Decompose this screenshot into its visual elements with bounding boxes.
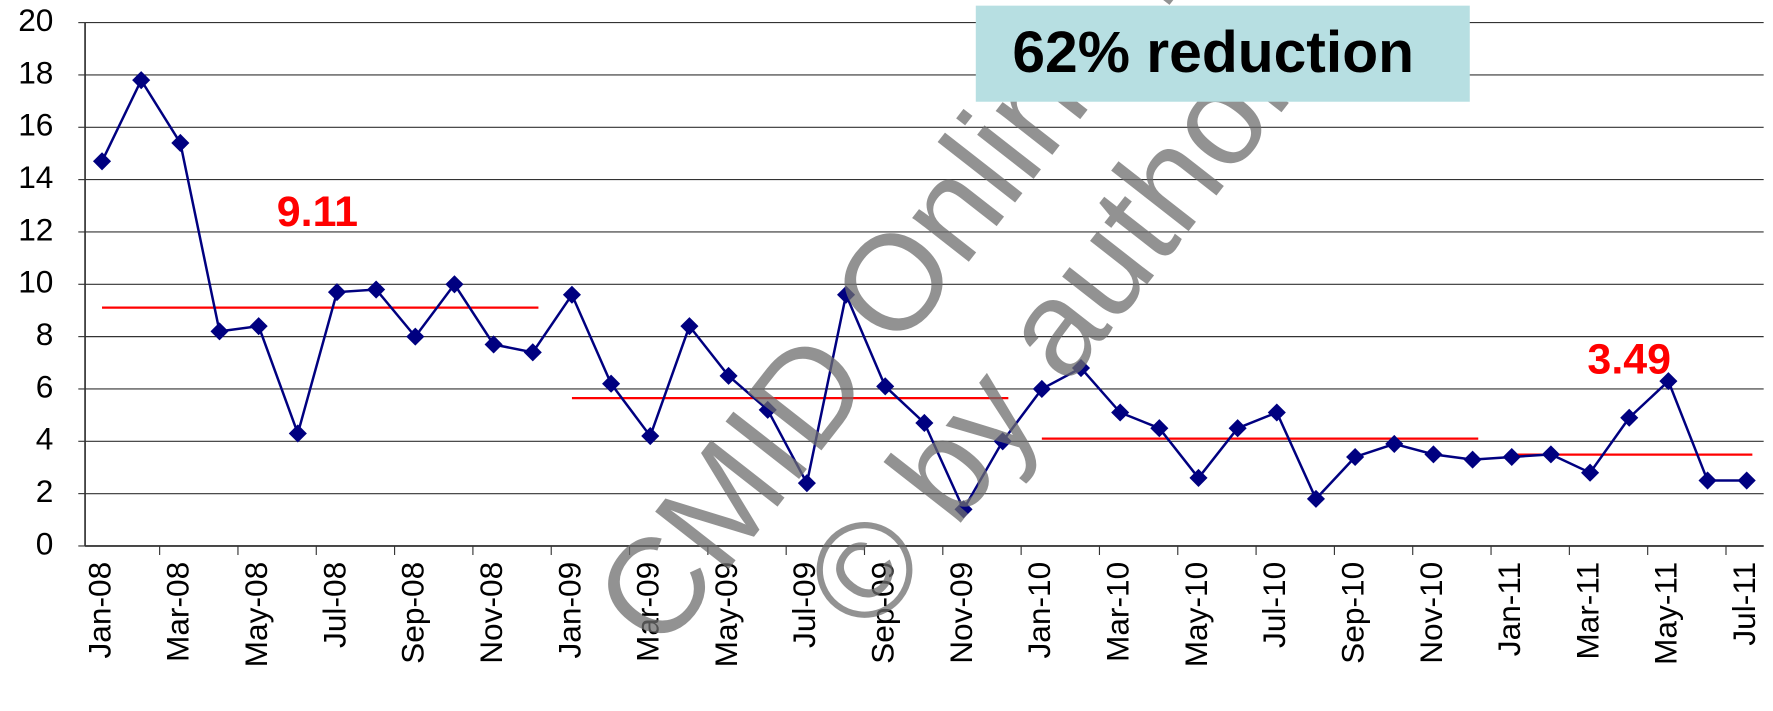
- annotation-box: [975, 5, 1470, 102]
- x-tick-label: Jul-08: [316, 562, 352, 648]
- x-tick-label: Mar-09: [630, 562, 666, 662]
- y-tick-label: 18: [18, 54, 53, 90]
- x-tick-label: Jul-10: [1256, 562, 1292, 648]
- x-tick-label: May-11: [1648, 562, 1684, 665]
- mean-label: 9.11: [277, 188, 358, 236]
- data-point: [249, 317, 268, 336]
- y-tick-label: 14: [18, 159, 53, 195]
- x-tick-label: Jan-10: [1021, 562, 1057, 659]
- y-tick-label: 20: [18, 2, 53, 38]
- data-point: [915, 413, 934, 433]
- x-tick-label: May-10: [1178, 562, 1214, 668]
- data-point: [797, 474, 816, 493]
- data-point: [1111, 403, 1130, 422]
- data-point: [1189, 468, 1208, 487]
- x-tick-label: Jan-08: [81, 562, 117, 659]
- x-tick-label: Nov-10: [1413, 562, 1449, 664]
- data-point: [562, 285, 581, 304]
- data-point: [1502, 447, 1521, 467]
- data-point: [288, 424, 307, 443]
- y-tick-label: 16: [18, 107, 53, 143]
- data-point: [1463, 450, 1482, 469]
- y-tick-label: 0: [36, 525, 54, 561]
- data-point: [1071, 358, 1091, 378]
- x-tick-label: Sep-10: [1334, 562, 1370, 664]
- data-point: [210, 322, 229, 341]
- y-tick-label: 12: [18, 211, 53, 247]
- y-tick-label: 2: [36, 473, 54, 509]
- x-tick-label: Mar-10: [1100, 562, 1136, 662]
- y-tick-label: 8: [36, 316, 54, 352]
- data-point: [484, 335, 503, 354]
- data-point: [327, 283, 347, 302]
- data-point: [406, 327, 425, 346]
- x-tick-label: Jan-11: [1491, 562, 1527, 656]
- data-point: [1228, 419, 1247, 438]
- x-tick-label: Jul-09: [786, 562, 822, 648]
- y-tick-label: 6: [36, 368, 54, 404]
- data-point: [876, 377, 895, 396]
- data-point: [445, 275, 464, 294]
- y-tick-label: 4: [36, 421, 54, 457]
- data-point: [954, 500, 973, 519]
- data-point: [680, 317, 699, 336]
- data-point: [1385, 434, 1404, 453]
- x-tick-label: Nov-08: [473, 562, 509, 664]
- data-point: [993, 432, 1012, 451]
- data-point: [1032, 379, 1051, 399]
- data-point: [132, 71, 151, 90]
- data-point: [1581, 463, 1600, 482]
- mean-label: 3.49: [1587, 335, 1671, 383]
- annotation: 62% reduction: [1012, 20, 1414, 85]
- x-tick-label: Jan-09: [551, 562, 587, 659]
- data-point: [171, 133, 190, 153]
- x-tick-label: May-09: [708, 562, 744, 668]
- data-point: [92, 152, 112, 171]
- data-point: [1424, 445, 1443, 464]
- y-tick-label: 10: [18, 264, 53, 300]
- data-point: [719, 366, 738, 385]
- data-point: [602, 374, 621, 393]
- x-tick-label: Jul-11: [1726, 562, 1762, 646]
- data-point: [523, 343, 542, 362]
- data-point: [1267, 403, 1286, 422]
- data-point: [1541, 445, 1560, 464]
- x-tick-label: Mar-11: [1569, 562, 1605, 660]
- x-tick-label: May-08: [238, 562, 274, 668]
- data-point: [1698, 471, 1717, 490]
- x-tick-label: Sep-09: [865, 562, 901, 664]
- x-tick-label: Mar-08: [160, 562, 196, 662]
- data-point: [1150, 419, 1169, 438]
- data-point: [1737, 471, 1756, 490]
- x-tick-label: Sep-08: [395, 562, 431, 664]
- x-tick-label: Nov-09: [943, 562, 979, 664]
- data-point: [641, 427, 660, 446]
